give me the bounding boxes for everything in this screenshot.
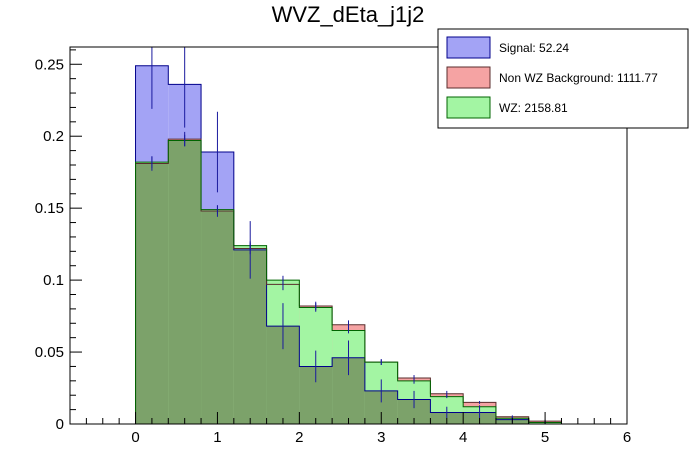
bar-overlap-2 [201,211,234,424]
legend-swatch-signal [446,36,491,59]
x-tick-label: 6 [623,429,631,446]
chart-title: WVZ_dEta_j1j2 [272,2,425,27]
plot-area: 0 0.05 0.1 0.15 0.2 0.25 0 1 2 3 4 5 6 [35,46,631,446]
x-tick-label: 5 [541,429,549,446]
bar-overlap-0 [135,163,169,424]
legend-swatch-non-wz-background [446,66,491,89]
x-tick-label: 4 [459,429,467,446]
x-tick-label: 1 [213,429,221,446]
y-tick-label: 0.2 [43,128,64,145]
x-tick-label: 0 [131,429,139,446]
y-tick-label: 0.1 [43,272,64,289]
x-tick-label: 2 [295,429,303,446]
y-tick-label: 0.25 [35,56,64,73]
y-tick-label: 0 [56,416,64,433]
bar-overlap-1 [168,140,202,425]
x-tick-label: 3 [377,429,385,446]
legend-label-signal: Signal: 52.24 [499,41,569,55]
legend-swatch-wz [446,96,491,119]
bar-overlap-3 [233,249,267,424]
legend-label-non-wz-background: Non WZ Background: 1111.77 [499,71,658,85]
y-tick-label: 0.15 [35,200,64,217]
y-tick-label: 0.05 [35,344,64,361]
step-outline-signal [135,65,562,425]
legend: Signal: 52.24 Non WZ Background: 1111.77 W… [437,28,689,129]
legend-label-wz: WZ: 2158.81 [499,101,568,115]
